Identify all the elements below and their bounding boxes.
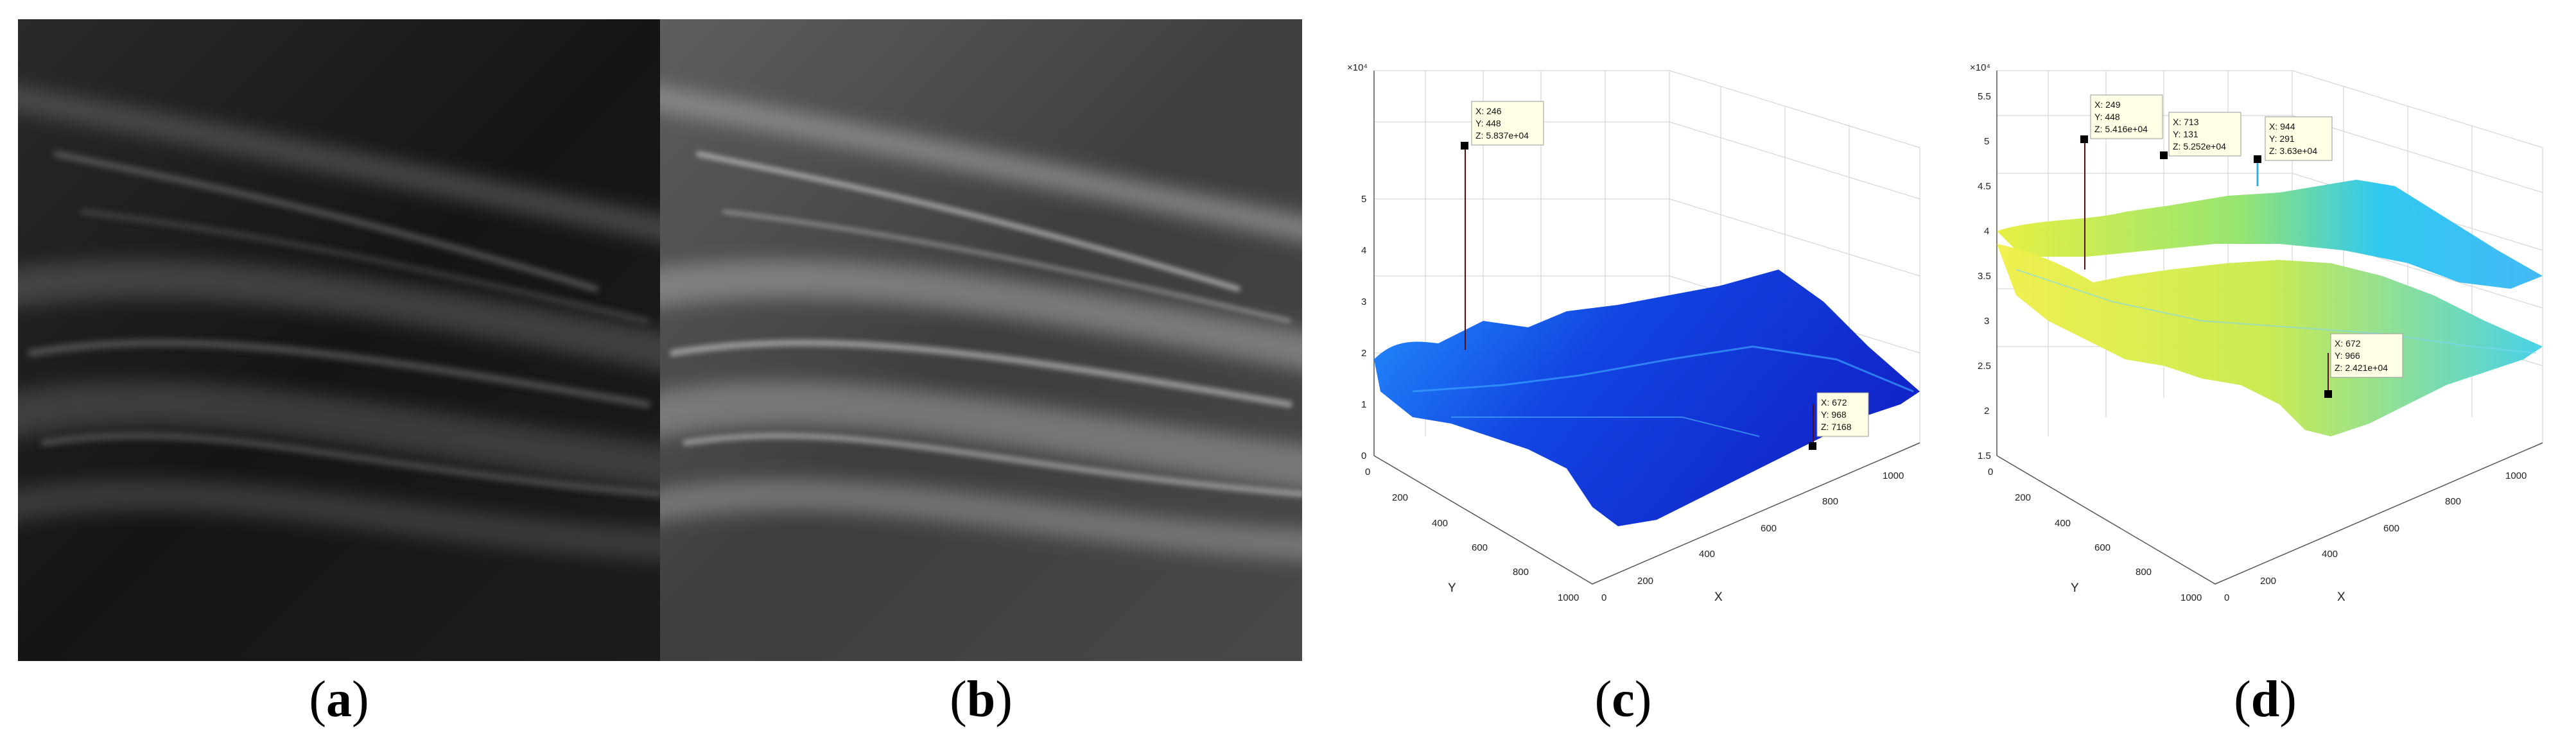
surface-d-front <box>1997 244 2543 436</box>
caption-a: (a) <box>309 671 369 728</box>
x-axis-c: 0 200 400 600 800 1000 X <box>1601 470 1904 604</box>
svg-text:600: 600 <box>2094 542 2110 553</box>
svg-text:2: 2 <box>1984 406 1989 417</box>
svg-text:4: 4 <box>1984 226 1989 237</box>
marker-d-2 <box>2160 151 2168 159</box>
svg-text:1000: 1000 <box>2180 592 2202 603</box>
y-axis-c: 0 200 400 600 800 1000 Y <box>1365 467 1579 603</box>
svg-text:200: 200 <box>1392 492 1408 503</box>
svg-text:4: 4 <box>1361 245 1366 256</box>
svg-text:200: 200 <box>2015 492 2031 503</box>
marker-c-2 <box>1809 442 1816 450</box>
svg-text:800: 800 <box>1513 567 1529 578</box>
tooltip-d-3: X: 944 Y: 291 Z: 3.63e+04 <box>2265 116 2333 161</box>
svg-text:0: 0 <box>1601 592 1606 603</box>
svg-text:X: 672: X: 672 <box>2335 338 2361 348</box>
svg-text:3: 3 <box>1361 296 1366 307</box>
caption-c: (c) <box>1594 671 1652 728</box>
svg-text:200: 200 <box>1637 576 1653 587</box>
svg-text:×10⁴: ×10⁴ <box>1970 62 1990 73</box>
caption-b: (b) <box>950 671 1013 728</box>
svg-text:Z: 7168: Z: 7168 <box>1821 422 1852 432</box>
marker-d-3 <box>2254 155 2261 163</box>
x-axis-d: 0 200 400 600 800 1000 X <box>2224 470 2527 604</box>
svg-text:0: 0 <box>1988 467 1993 477</box>
svg-text:5.5: 5.5 <box>1978 91 1991 102</box>
svg-text:Z: 3.63e+04: Z: 3.63e+04 <box>2269 146 2317 156</box>
svg-text:1.5: 1.5 <box>1978 451 1991 461</box>
svg-text:1: 1 <box>1361 399 1366 410</box>
plot-axes-c <box>1373 71 1920 585</box>
svg-text:X: X <box>1714 590 1723 604</box>
svg-text:Y: 968: Y: 968 <box>1821 409 1847 420</box>
surface-plot-c: X: 246 Y: 448 Z: 5.837e+04 X: 672 Y: 968… <box>1336 58 1952 635</box>
svg-text:1000: 1000 <box>1558 592 1579 603</box>
svg-text:3: 3 <box>1984 316 1989 327</box>
svg-text:Z: 2.421e+04: Z: 2.421e+04 <box>2335 363 2388 373</box>
marker-d-1 <box>2080 135 2088 143</box>
svg-text:0: 0 <box>2224 592 2229 603</box>
surface-d-back <box>1997 180 2543 289</box>
svg-text:Y: 291: Y: 291 <box>2269 133 2295 144</box>
svg-text:400: 400 <box>2322 549 2338 560</box>
svg-text:800: 800 <box>1822 496 1838 507</box>
svg-text:600: 600 <box>1472 542 1488 553</box>
svg-text:×10⁴: ×10⁴ <box>1347 62 1368 73</box>
y-axis-d: 0 200 400 600 800 1000 Y <box>1988 467 2202 603</box>
svg-text:800: 800 <box>2445 496 2461 507</box>
image-a-raw <box>18 19 660 661</box>
svg-text:2: 2 <box>1361 348 1366 359</box>
svg-text:200: 200 <box>2260 576 2276 587</box>
tooltip-d-1: X: 249 Y: 448 Z: 5.416e+04 <box>2090 94 2163 139</box>
svg-text:Y: 131: Y: 131 <box>2173 129 2198 139</box>
z-axis-c: ×10⁴ 0 1 2 3 4 5 <box>1347 62 1368 461</box>
svg-text:400: 400 <box>1432 518 1448 529</box>
svg-text:3.5: 3.5 <box>1978 271 1991 282</box>
surface-plot-d: X: 249 Y: 448 Z: 5.416e+04 X: 713 Y: 131… <box>1958 58 2575 635</box>
svg-text:Y: 448: Y: 448 <box>1475 118 1501 128</box>
z-axis-d: ×10⁴ 1.5 2 2.5 3 3.5 4 4.5 5 5.5 <box>1970 62 1991 461</box>
svg-text:1000: 1000 <box>2505 470 2527 481</box>
surface-c <box>1374 270 1920 526</box>
svg-text:Y: 966: Y: 966 <box>2335 350 2360 361</box>
svg-text:1000: 1000 <box>1883 470 1904 481</box>
tooltip-d-2: X: 713 Y: 131 Z: 5.252e+04 <box>2168 112 2241 157</box>
plot-axes-d <box>1996 71 2543 585</box>
svg-text:X: 944: X: 944 <box>2269 121 2295 132</box>
svg-text:5: 5 <box>1984 136 1989 147</box>
tooltip-d-4: X: 672 Y: 966 Z: 2.421e+04 <box>2330 333 2403 378</box>
svg-text:X: 713: X: 713 <box>2173 117 2199 127</box>
marker-c-1 <box>1461 142 1468 150</box>
svg-text:X: 672: X: 672 <box>1821 397 1847 408</box>
svg-text:400: 400 <box>2055 518 2071 529</box>
svg-text:X: 249: X: 249 <box>2094 99 2121 110</box>
svg-text:Y: Y <box>1448 581 1456 595</box>
svg-text:600: 600 <box>1761 523 1777 534</box>
svg-text:2.5: 2.5 <box>1978 361 1991 372</box>
svg-text:Y: Y <box>2071 581 2079 595</box>
svg-text:5: 5 <box>1361 194 1366 205</box>
svg-text:Z: 5.837e+04: Z: 5.837e+04 <box>1475 130 1529 141</box>
svg-text:X: X <box>2337 590 2345 604</box>
svg-text:Z: 5.252e+04: Z: 5.252e+04 <box>2173 141 2226 151</box>
svg-text:X: 246: X: 246 <box>1475 106 1502 116</box>
svg-text:0: 0 <box>1361 451 1366 461</box>
tooltip-c-2: X: 672 Y: 968 Z: 7168 <box>1816 392 1869 437</box>
image-b-enhanced <box>660 19 1302 661</box>
svg-text:600: 600 <box>2383 523 2399 534</box>
caption-d: (d) <box>2234 671 2297 728</box>
svg-text:4.5: 4.5 <box>1978 181 1991 192</box>
svg-text:400: 400 <box>1699 549 1715 560</box>
svg-text:800: 800 <box>2136 567 2152 578</box>
svg-text:Y: 448: Y: 448 <box>2094 112 2120 122</box>
marker-d-4 <box>2324 390 2332 398</box>
svg-text:Z: 5.416e+04: Z: 5.416e+04 <box>2094 124 2148 134</box>
tooltip-c-1: X: 246 Y: 448 Z: 5.837e+04 <box>1471 101 1544 146</box>
svg-text:0: 0 <box>1365 467 1370 477</box>
